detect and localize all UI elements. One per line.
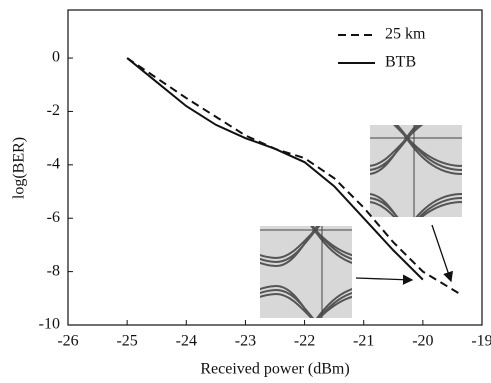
y-tick-label: -4: [47, 156, 60, 173]
y-axis-label: log(BER): [11, 137, 28, 199]
eye-diagram-btb: [260, 226, 352, 318]
x-tick-label: -20: [412, 333, 433, 350]
legend-label: 25 km: [385, 26, 426, 43]
x-tick-label: -23: [235, 333, 256, 350]
y-tick-label: 0: [52, 49, 60, 66]
chart: Received power (dBm) log(BER) -26 -25 -24 -…: [0, 0, 491, 383]
x-tick-label: -25: [116, 333, 137, 350]
arrow: [432, 225, 451, 281]
x-tick-label: -21: [353, 333, 374, 350]
x-tick-label: -19: [471, 333, 491, 350]
x-tick-label: -24: [176, 333, 197, 350]
arrow: [356, 278, 412, 280]
y-tick-label: -8: [47, 262, 60, 279]
x-axis-label: Received power (dBm): [200, 361, 349, 378]
x-tick-label: -26: [57, 333, 78, 350]
y-tick-label: -6: [47, 209, 60, 226]
legend-label: BTB: [385, 54, 416, 71]
y-tick-label: -10: [39, 316, 60, 333]
eye-diagram-25km: [370, 125, 462, 217]
y-tick-label: -2: [47, 102, 60, 119]
x-tick-label: -22: [294, 333, 315, 350]
